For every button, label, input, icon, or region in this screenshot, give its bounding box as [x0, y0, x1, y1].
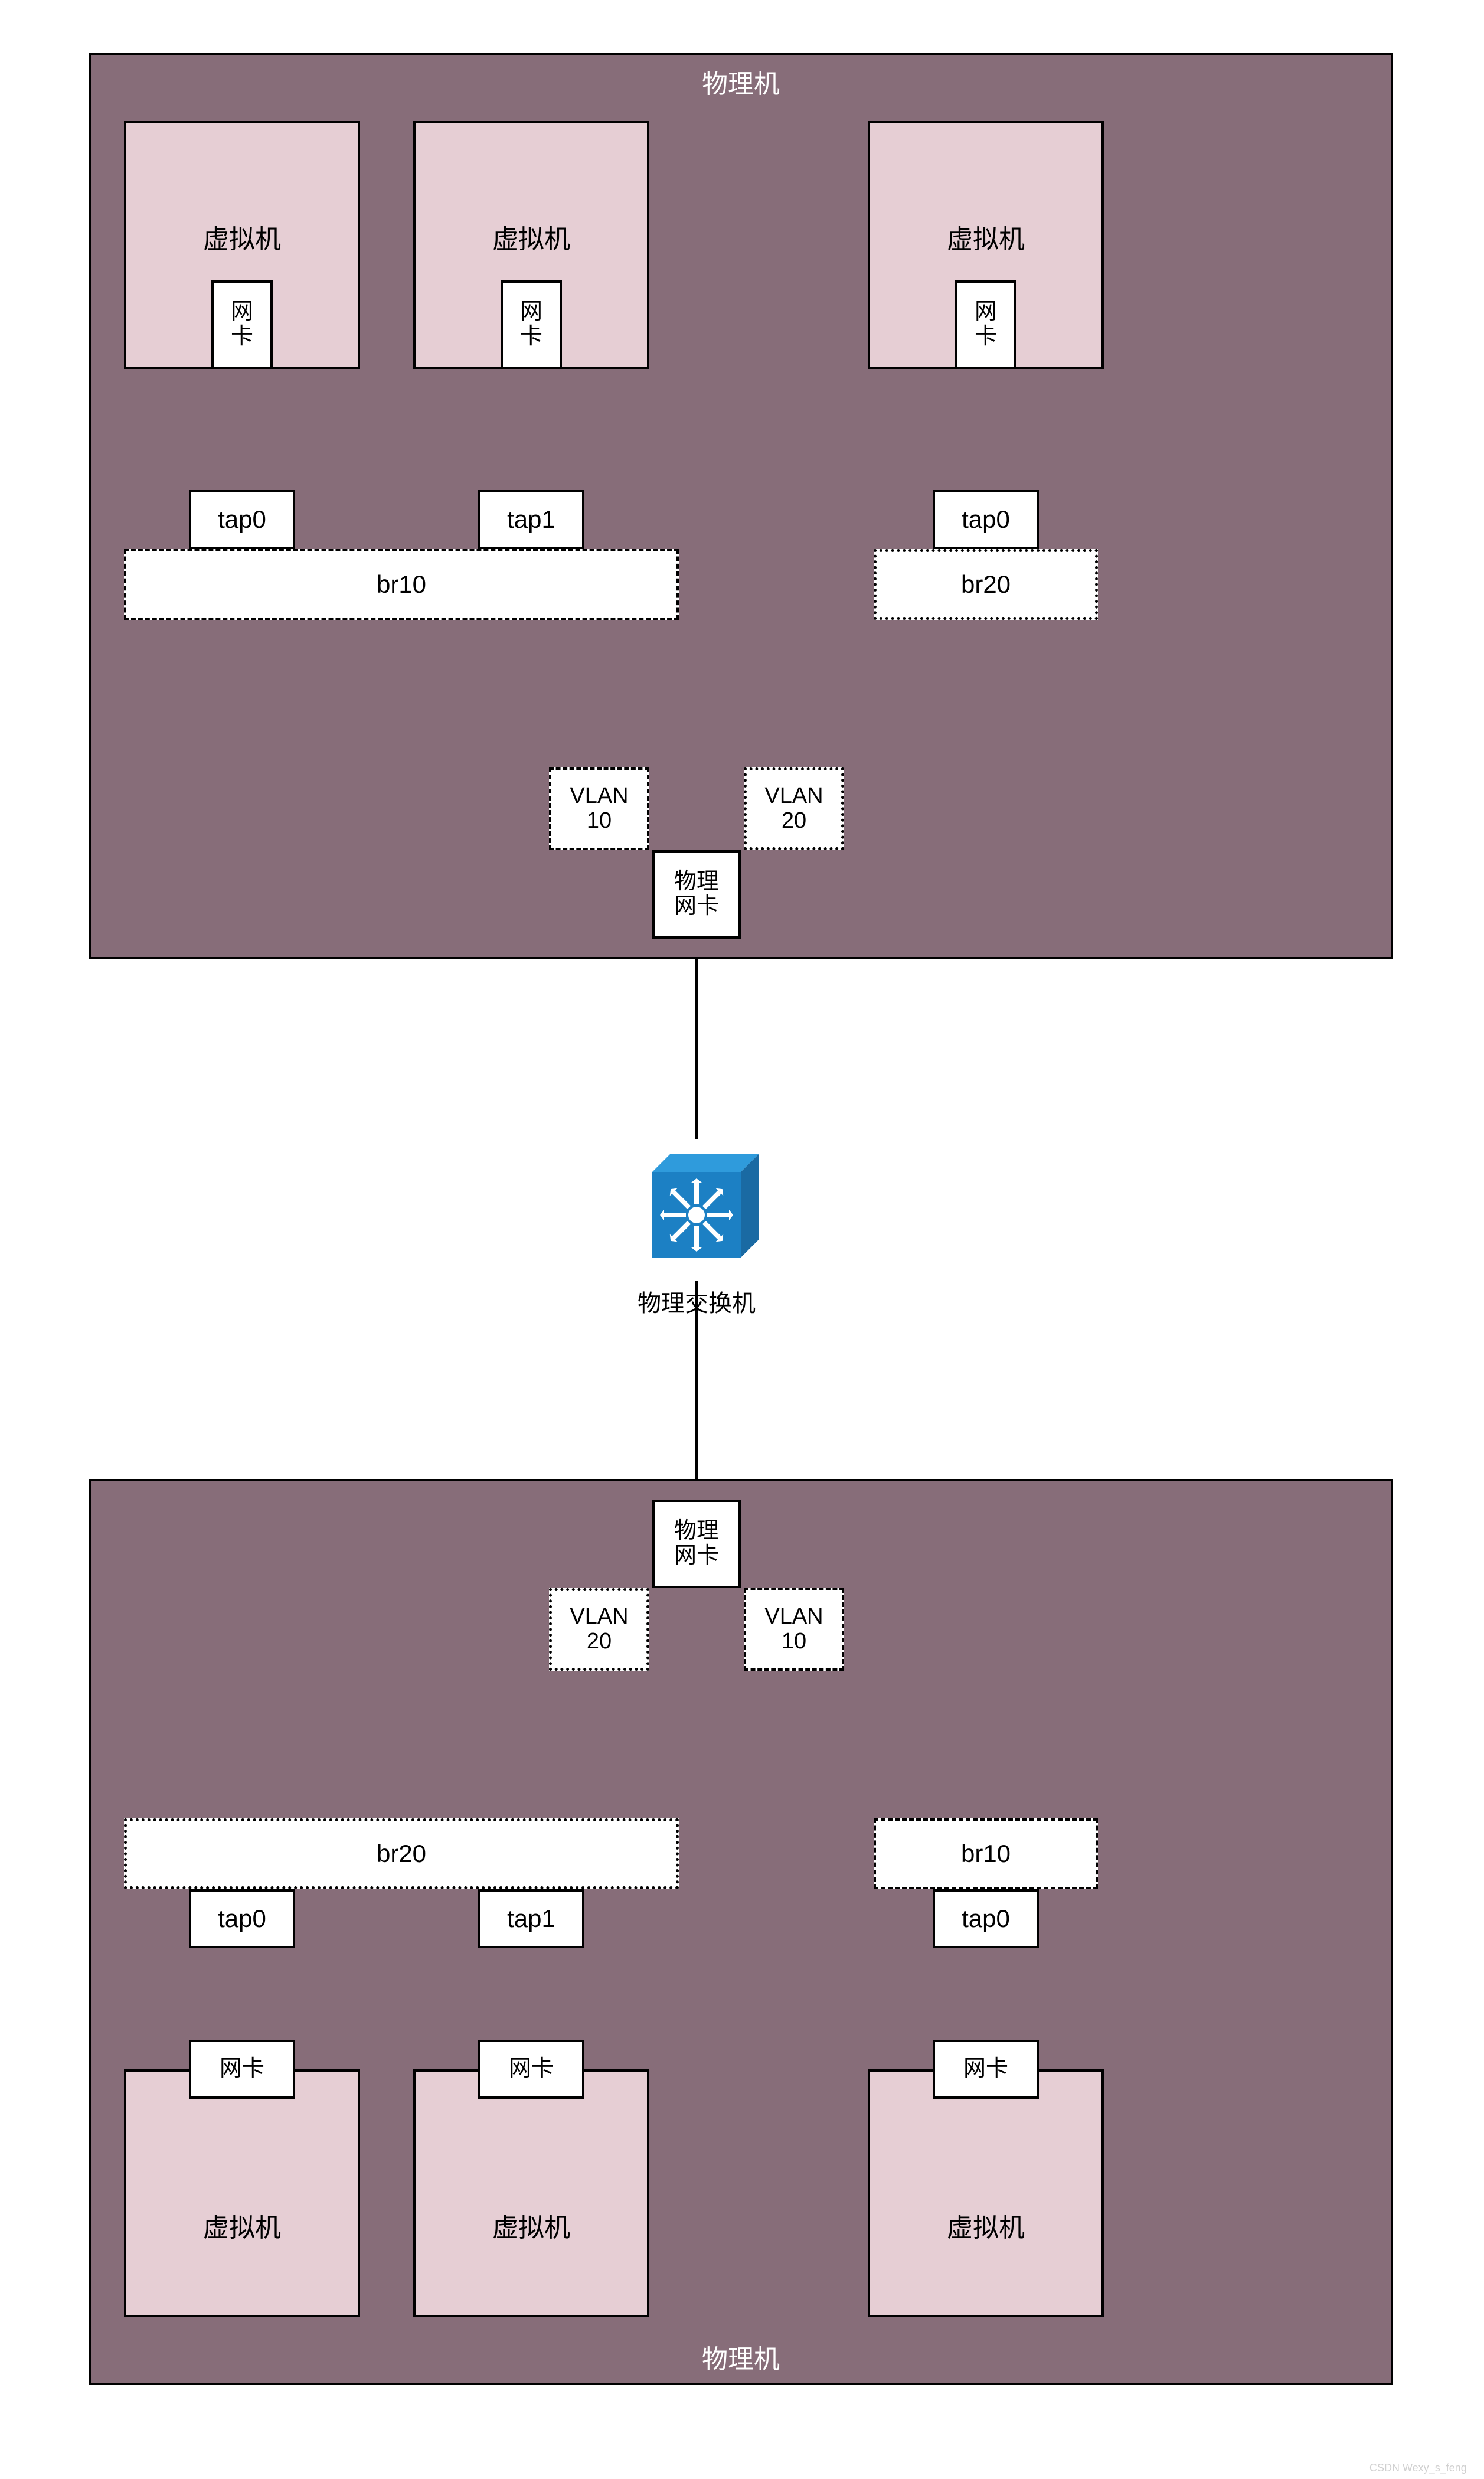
- tap-bottom-2: tap0: [933, 1889, 1039, 1948]
- vm-bottom-0: 虚拟机: [124, 2069, 360, 2317]
- physical-switch-label: 物理交换机: [608, 1284, 785, 1318]
- physical-switch-icon: [635, 1139, 759, 1263]
- vm-bottom-1-nic: 网卡: [478, 2040, 584, 2099]
- bridge-bottom-1: br10: [874, 1818, 1098, 1889]
- vm-bottom-0-nic: 网卡: [189, 2040, 295, 2099]
- tap-bottom-0: tap0: [189, 1889, 295, 1948]
- bridge-top-0: br10: [124, 549, 679, 620]
- tap-bottom-1: tap1: [478, 1889, 584, 1948]
- physical-host-top-label: 物理机: [91, 63, 1391, 100]
- vlan-top-0: VLAN 10: [549, 767, 649, 850]
- watermark-text: CSDN Wexy_s_feng: [1369, 2462, 1467, 2474]
- vm-bottom-1-label: 虚拟机: [416, 2206, 647, 2244]
- vm-bottom-2: 虚拟机: [868, 2069, 1104, 2317]
- physical-nic-bottom: 物理 网卡: [652, 1500, 741, 1588]
- physical-host-bottom-label: 物理机: [91, 2338, 1391, 2376]
- vlan-bottom-0: VLAN 20: [549, 1588, 649, 1671]
- tap-top-0: tap0: [189, 490, 295, 549]
- bridge-bottom-0: br20: [124, 1818, 679, 1889]
- physical-nic-top: 物理 网卡: [652, 850, 741, 939]
- vm-bottom-2-label: 虚拟机: [870, 2206, 1101, 2244]
- vm-top-2-nic: 网 卡: [955, 280, 1016, 369]
- bridge-top-1: br20: [874, 549, 1098, 620]
- vm-top-2-label: 虚拟机: [870, 218, 1101, 256]
- vlan-top-1: VLAN 20: [744, 767, 844, 850]
- vlan-bottom-1: VLAN 10: [744, 1588, 844, 1671]
- vm-bottom-2-nic: 网卡: [933, 2040, 1039, 2099]
- vm-bottom-1: 虚拟机: [413, 2069, 649, 2317]
- vm-top-1-nic: 网 卡: [501, 280, 562, 369]
- vm-bottom-0-label: 虚拟机: [126, 2206, 358, 2244]
- tap-top-2: tap0: [933, 490, 1039, 549]
- vm-top-1-label: 虚拟机: [416, 218, 647, 256]
- vm-top-0-label: 虚拟机: [126, 218, 358, 256]
- vm-top-0-nic: 网 卡: [211, 280, 273, 369]
- tap-top-1: tap1: [478, 490, 584, 549]
- diagram-canvas: 物理机 物理机 虚拟机网 卡虚拟机网 卡虚拟机网 卡tap0tap1tap0br…: [0, 0, 1484, 2479]
